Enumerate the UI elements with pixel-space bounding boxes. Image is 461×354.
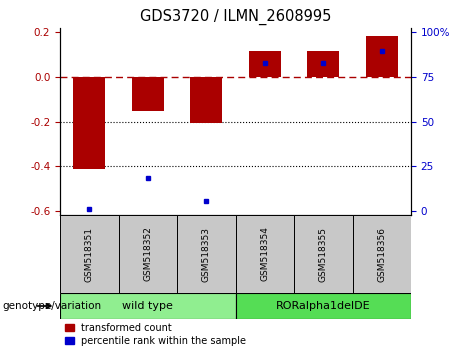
Text: GSM518355: GSM518355 (319, 227, 328, 281)
Title: GDS3720 / ILMN_2608995: GDS3720 / ILMN_2608995 (140, 9, 331, 25)
Text: GSM518356: GSM518356 (377, 227, 386, 281)
Bar (132, 77, 164, 112)
Bar (353, 215, 411, 293)
Bar (236, 293, 411, 319)
Bar (177, 215, 236, 293)
Legend: transformed count, percentile rank within the sample: transformed count, percentile rank withi… (65, 323, 246, 346)
Text: GSM518352: GSM518352 (143, 227, 152, 281)
Text: genotype/variation: genotype/variation (2, 301, 101, 311)
Text: GSM518351: GSM518351 (85, 227, 94, 281)
Bar (118, 215, 177, 293)
Text: GSM518353: GSM518353 (202, 227, 211, 281)
Bar (248, 51, 281, 77)
Bar (73, 77, 105, 169)
Text: wild type: wild type (122, 301, 173, 311)
Bar (236, 215, 294, 293)
Bar (366, 36, 398, 77)
Bar (190, 77, 222, 122)
Bar (307, 51, 339, 77)
Bar (294, 215, 353, 293)
Text: GSM518354: GSM518354 (260, 227, 269, 281)
Bar (60, 293, 236, 319)
Bar (60, 215, 118, 293)
Text: RORalpha1delDE: RORalpha1delDE (276, 301, 371, 311)
